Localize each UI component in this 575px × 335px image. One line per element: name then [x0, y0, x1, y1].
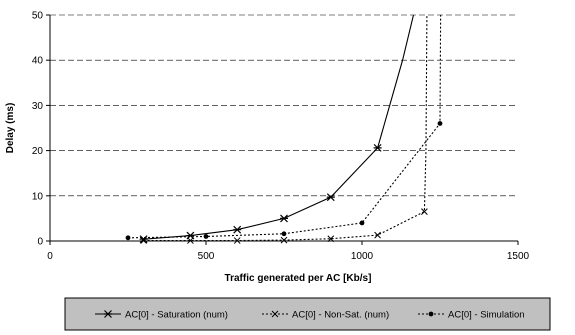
gridlines — [50, 14, 518, 197]
axes — [46, 14, 519, 245]
legend-label: AC[0] - Saturation (num) — [125, 310, 228, 321]
data-point — [327, 235, 335, 243]
data-point — [373, 143, 382, 152]
series-1 — [139, 14, 415, 244]
x-tick-label: 1000 — [351, 251, 374, 262]
y-tick-label: 40 — [32, 56, 44, 67]
legend-item-3: AC[0] - Simulation — [418, 310, 525, 321]
data-point — [233, 237, 241, 244]
data-point — [140, 237, 147, 244]
series-2 — [140, 14, 428, 244]
legend-item-1: AC[0] - Saturation (num) — [95, 310, 228, 321]
y-tick-label: 0 — [37, 237, 43, 248]
legend-label: AC[0] - Simulation — [448, 310, 525, 321]
data-point — [280, 236, 288, 244]
y-tick-label: 20 — [32, 146, 44, 157]
series-line — [127, 14, 442, 239]
legend-marker — [271, 310, 279, 318]
series-group — [125, 14, 443, 244]
y-tick-label: 50 — [32, 11, 44, 22]
data-point — [280, 214, 288, 223]
x-tick-label: 500 — [198, 251, 215, 262]
series-3 — [125, 14, 443, 241]
legend-box — [64, 297, 551, 331]
data-point — [139, 235, 148, 244]
data-point — [281, 231, 287, 237]
data-point — [359, 220, 365, 226]
series-line — [143, 14, 415, 240]
legend: AC[0] - Saturation (num) AC[0] - Non-Sat.… — [64, 297, 551, 331]
y-tick-label: 10 — [32, 191, 44, 202]
y-axis-label: Delay (ms) — [5, 103, 16, 154]
legend-marker — [428, 311, 434, 317]
legend-item-2: AC[0] - Non-Sat. (num) — [262, 310, 389, 321]
data-point — [125, 235, 131, 241]
data-point — [437, 121, 443, 126]
legend-marker — [104, 310, 112, 318]
x-tick-label: 0 — [47, 251, 53, 262]
data-point — [203, 234, 209, 239]
data-point — [326, 193, 335, 202]
y-tick-label: 30 — [32, 101, 44, 112]
x-tick-label: 1500 — [507, 251, 530, 262]
x-axis-label: Traffic generated per AC [Kb/s] — [225, 273, 372, 284]
data-point — [421, 208, 428, 215]
data-point — [374, 231, 381, 239]
legend-label: AC[0] - Non-Sat. (num) — [292, 310, 389, 321]
series-line — [143, 14, 428, 242]
data-point — [233, 225, 242, 234]
data-point — [187, 237, 194, 244]
